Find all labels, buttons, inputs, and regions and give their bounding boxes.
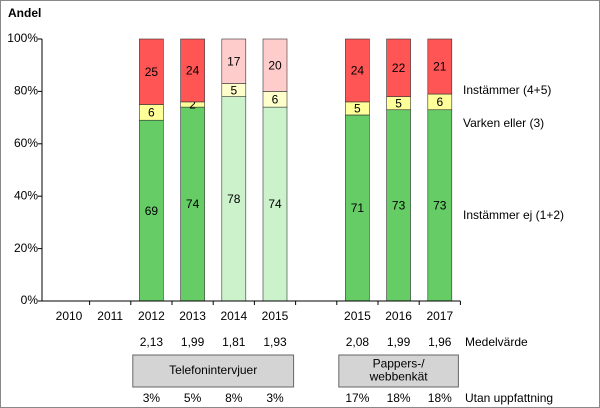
x-tick-label: 2017 <box>426 309 453 323</box>
data-label: 74 <box>186 197 200 211</box>
data-label: 24 <box>186 64 200 78</box>
row-value: 18% <box>428 391 452 405</box>
data-label: 69 <box>145 204 159 218</box>
row-value: 3% <box>266 391 284 405</box>
y-tick-label: 20% <box>14 241 38 255</box>
legend-label: Varken eller (3) <box>463 116 544 130</box>
bar-segment <box>386 38 411 97</box>
data-label: 24 <box>351 64 365 78</box>
row-value: 5% <box>184 391 202 405</box>
row-value: 8% <box>225 391 243 405</box>
data-label: 5 <box>354 102 361 116</box>
group-box <box>132 354 295 388</box>
bar-segment <box>427 38 453 95</box>
y-tick-label: 100% <box>7 31 38 45</box>
row-value: 2,08 <box>346 335 370 349</box>
data-label: 6 <box>272 92 279 106</box>
row-value: 2,13 <box>140 335 164 349</box>
x-tick-label: 2015 <box>344 309 371 323</box>
group-label: Pappers-/webbenkät <box>369 357 429 384</box>
row-value: 1,93 <box>263 335 287 349</box>
bar-segment <box>139 119 164 302</box>
y-tick-label: 0% <box>21 293 39 307</box>
bar-segment <box>386 109 411 302</box>
y-tick-label: 60% <box>14 136 38 150</box>
row-value: 3% <box>143 391 161 405</box>
data-label: 17 <box>227 54 241 68</box>
row-value: 1,81 <box>222 335 246 349</box>
x-tick-label: 2010 <box>56 309 83 323</box>
data-label: 21 <box>433 60 447 74</box>
y-tick-label: 80% <box>14 84 38 98</box>
bar-segment <box>139 38 164 105</box>
x-tick-label: 2012 <box>138 309 165 323</box>
x-tick-label: 2013 <box>179 309 206 323</box>
group-label: Telefonintervjuer <box>169 363 257 377</box>
row-label: Medelvärde <box>465 335 528 349</box>
data-label: 78 <box>227 192 241 206</box>
bar-segment <box>221 38 247 84</box>
x-tick-label: 2016 <box>385 309 412 323</box>
bar-segment <box>262 38 288 92</box>
data-label: 6 <box>436 95 443 109</box>
bar-segment <box>262 106 288 302</box>
legend-label: Instämmer ej (1+2) <box>463 208 564 222</box>
row-label: Utan uppfattning <box>465 391 553 405</box>
legend-label: Instämmer (4+5) <box>463 83 551 97</box>
data-label: 73 <box>392 199 406 213</box>
data-label: 73 <box>433 199 447 213</box>
x-tick-label: 2015 <box>262 309 289 323</box>
x-tick-label: 2011 <box>97 309 123 323</box>
data-label: 22 <box>392 61 406 75</box>
row-value: 17% <box>345 391 369 405</box>
data-label: 2 <box>189 98 196 112</box>
data-label: 20 <box>268 58 282 72</box>
bar-segment <box>345 38 370 103</box>
data-label: 74 <box>268 197 282 211</box>
data-label: 5 <box>395 96 402 110</box>
row-value: 1,99 <box>181 335 205 349</box>
y-axis-label: Andel <box>8 6 41 20</box>
row-value: 18% <box>387 391 411 405</box>
data-label: 6 <box>148 106 155 120</box>
data-label: 5 <box>230 83 237 97</box>
bar-segment <box>180 38 205 103</box>
data-label: 25 <box>145 65 159 79</box>
row-value: 1,99 <box>387 335 411 349</box>
y-tick-label: 40% <box>14 188 38 202</box>
row-value: 1,96 <box>428 335 452 349</box>
data-label: 71 <box>351 201 365 215</box>
group-box <box>338 354 459 388</box>
x-tick-label: 2014 <box>220 309 247 323</box>
